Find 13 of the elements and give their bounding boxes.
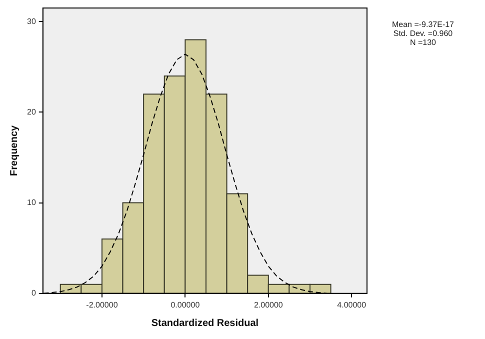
text: N =130 xyxy=(408,38,438,47)
y-axis-title: Frequency xyxy=(8,124,20,176)
y-tick-label: 20 xyxy=(26,107,36,116)
x-axis-title: Standardized Residual xyxy=(151,318,259,329)
y-tick-label: 30 xyxy=(26,16,36,26)
x-tick-label: 0.00000 xyxy=(170,300,200,310)
x-tick-label: -2.00000 xyxy=(86,300,118,310)
text: Mean =-9.37E-17 xyxy=(390,20,456,29)
text: Std. Dev. =0.960 xyxy=(392,29,454,38)
x-tick-label: 2.00000 xyxy=(254,300,284,310)
x-tick-label: 4.00000 xyxy=(337,300,367,310)
y-tick-label: 10 xyxy=(26,198,36,207)
y-tick-label: 0 xyxy=(31,288,36,298)
